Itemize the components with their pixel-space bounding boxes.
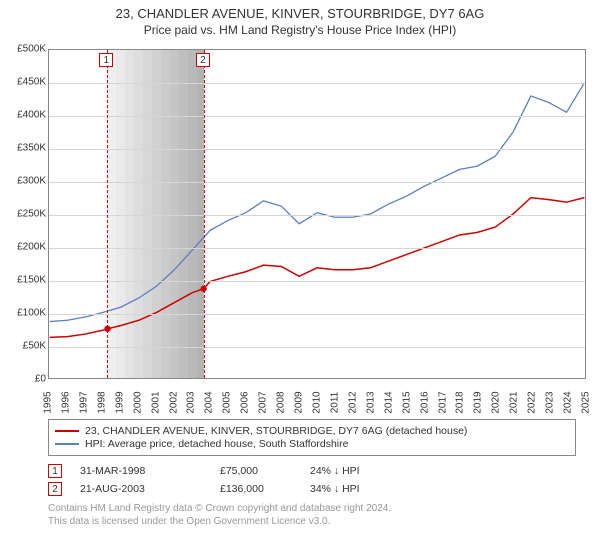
x-tick-label: 2018 <box>455 391 466 413</box>
y-tick-label: £500K <box>2 44 46 55</box>
legend-swatch <box>55 443 79 445</box>
legend: 23, CHANDLER AVENUE, KINVER, STOURBRIDGE… <box>48 419 576 456</box>
x-tick-label: 2016 <box>419 391 430 413</box>
series-line-property <box>50 198 585 338</box>
sale-price: £136,000 <box>220 483 310 495</box>
y-tick-label: £100K <box>2 308 46 319</box>
x-tick-label: 1995 <box>43 391 54 413</box>
sale-index-box: 2 <box>48 482 62 496</box>
sale-delta: 34% ↓ HPI <box>310 483 430 495</box>
x-tick-label: 2014 <box>383 391 394 413</box>
chart-title: 23, CHANDLER AVENUE, KINVER, STOURBRIDGE… <box>0 0 600 39</box>
title-line-2: Price paid vs. HM Land Registry's House … <box>0 23 600 37</box>
chart-area: £0 £50K £100K £150K £200K £250K £300K £350K £400… <box>0 39 600 415</box>
x-tick-label: 1997 <box>78 391 89 413</box>
sale-delta: 24% ↓ HPI <box>310 465 430 477</box>
sale-marker-line <box>107 50 108 378</box>
x-tick-label: 2017 <box>437 391 448 413</box>
y-tick-label: £450K <box>2 77 46 88</box>
sales-list: 1 31-MAR-1998£75,00024% ↓ HPI 2 21-AUG-2003… <box>48 464 576 496</box>
chart-lines <box>49 50 585 378</box>
y-tick-label: £300K <box>2 176 46 187</box>
x-tick-label: 2005 <box>222 391 233 413</box>
x-tick-label: 2023 <box>545 391 556 413</box>
x-tick-label: 2019 <box>473 391 484 413</box>
sale-index-box: 1 <box>48 464 62 478</box>
attribution: Contains HM Land Registry data © Crown c… <box>48 502 576 528</box>
x-tick-label: 2020 <box>491 391 502 413</box>
x-tick-label: 2011 <box>329 392 340 414</box>
y-tick-label: £50K <box>2 341 46 352</box>
x-tick-label: 1998 <box>96 391 107 413</box>
sale-price: £75,000 <box>220 465 310 477</box>
legend-row: HPI: Average price, detached house, Sout… <box>55 438 569 450</box>
y-tick-label: £350K <box>2 143 46 154</box>
series-line-hpi <box>50 83 585 322</box>
x-tick-label: 2009 <box>294 391 305 413</box>
y-tick-label: £400K <box>2 110 46 121</box>
y-tick-label: £250K <box>2 209 46 220</box>
x-tick-label: 2022 <box>527 391 538 413</box>
sale-date: 31-MAR-1998 <box>80 465 220 477</box>
x-tick-label: 2002 <box>168 391 179 413</box>
legend-row: 23, CHANDLER AVENUE, KINVER, STOURBRIDGE… <box>55 425 569 437</box>
x-tick-label: 2013 <box>365 391 376 413</box>
y-tick-label: £200K <box>2 242 46 253</box>
sale-row: 2 21-AUG-2003£136,00034% ↓ HPI <box>48 482 576 496</box>
x-tick-label: 2012 <box>347 391 358 413</box>
x-tick-label: 2004 <box>204 391 215 413</box>
x-tick-label: 2024 <box>563 391 574 413</box>
legend-label: 23, CHANDLER AVENUE, KINVER, STOURBRIDGE… <box>85 425 467 437</box>
sale-date: 21-AUG-2003 <box>80 483 220 495</box>
x-tick-label: 2003 <box>186 391 197 413</box>
y-tick-label: £150K <box>2 275 46 286</box>
y-tick-label: £0 <box>2 374 46 385</box>
x-tick-label: 1996 <box>60 391 71 413</box>
x-tick-label: 2015 <box>401 391 412 413</box>
chart-footer: 23, CHANDLER AVENUE, KINVER, STOURBRIDGE… <box>0 415 600 528</box>
x-tick-label: 2007 <box>258 391 269 413</box>
sale-marker-label: 1 <box>99 53 113 67</box>
legend-label: HPI: Average price, detached house, Sout… <box>85 438 348 450</box>
title-line-1: 23, CHANDLER AVENUE, KINVER, STOURBRIDGE… <box>0 6 600 21</box>
x-tick-label: 2000 <box>132 391 143 413</box>
legend-swatch <box>55 430 79 432</box>
sale-marker-label: 2 <box>196 53 210 67</box>
sale-row: 1 31-MAR-1998£75,00024% ↓ HPI <box>48 464 576 478</box>
sale-marker-line <box>204 50 205 378</box>
attribution-line-2: This data is licensed under the Open Gov… <box>48 515 576 528</box>
x-tick-label: 2006 <box>240 391 251 413</box>
attribution-line-1: Contains HM Land Registry data © Crown c… <box>48 502 576 515</box>
x-tick-label: 2021 <box>509 391 520 413</box>
x-tick-label: 1999 <box>114 391 125 413</box>
x-tick-label: 2010 <box>312 391 323 413</box>
plot-area <box>48 49 586 379</box>
x-tick-label: 2025 <box>581 391 592 413</box>
x-tick-label: 2001 <box>150 391 161 413</box>
x-tick-label: 2008 <box>276 391 287 413</box>
